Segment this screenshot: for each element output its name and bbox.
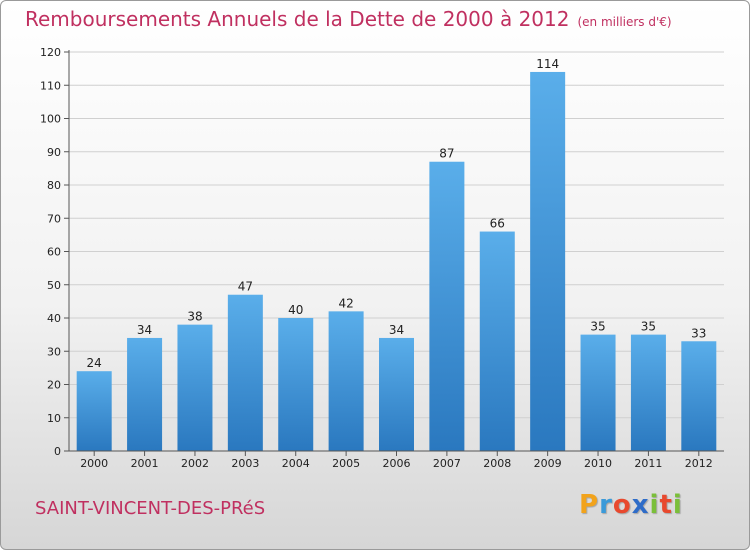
value-label: 35 — [641, 320, 656, 334]
logo-letter: x — [631, 490, 650, 520]
y-tick-label: 10 — [47, 412, 61, 425]
value-label: 24 — [87, 356, 102, 370]
proxiti-logo: Proxiti — [579, 490, 683, 520]
logo-letter: i — [672, 490, 683, 520]
x-tick-label: 2006 — [383, 457, 411, 470]
y-tick-label: 100 — [40, 113, 61, 126]
x-tick-label: 2008 — [483, 457, 511, 470]
value-label: 87 — [439, 147, 454, 161]
bar — [630, 334, 666, 451]
bar — [429, 161, 465, 451]
value-label: 34 — [137, 323, 152, 337]
y-tick-label: 90 — [47, 146, 61, 159]
bar — [379, 337, 414, 451]
bar — [479, 231, 515, 451]
commune-name: SAINT-VINCENT-DES-PRéS — [35, 498, 266, 519]
x-tick-label: 2012 — [685, 457, 713, 470]
bar — [76, 371, 112, 451]
value-label: 66 — [490, 217, 505, 231]
labels: 0 10 20 30 40 50 60 70 80 90 100 110 120 24 2000 34 2001… — [40, 46, 713, 470]
value-label: 40 — [288, 303, 303, 317]
y-tick-label: 60 — [47, 246, 61, 259]
axes — [64, 50, 724, 456]
value-label: 33 — [691, 326, 706, 340]
x-tick-label: 2005 — [332, 457, 360, 470]
bar — [278, 318, 314, 451]
y-tick-label: 80 — [47, 179, 61, 192]
bar — [681, 341, 717, 451]
x-tick-label: 2000 — [80, 457, 108, 470]
x-tick-label: 2002 — [181, 457, 209, 470]
bar — [227, 294, 263, 451]
y-tick-label: 120 — [40, 46, 61, 59]
x-tick-label: 2010 — [584, 457, 612, 470]
value-label: 35 — [590, 320, 605, 334]
y-tick-label: 30 — [47, 345, 61, 358]
chart-title: Remboursements Annuels de la Dette de 20… — [25, 7, 672, 31]
logo-letter: t — [659, 490, 673, 520]
y-tick-label: 110 — [40, 79, 61, 92]
value-label: 42 — [338, 296, 353, 310]
logo-letter: r — [599, 490, 613, 520]
value-label: 47 — [238, 280, 253, 294]
y-tick-label: 0 — [54, 445, 61, 458]
value-label: 114 — [536, 57, 559, 71]
value-label: 38 — [187, 310, 202, 324]
logo-letter: o — [612, 490, 632, 520]
bar — [580, 334, 616, 451]
y-tick-label: 20 — [47, 379, 61, 392]
x-tick-label: 2007 — [433, 457, 461, 470]
bar — [530, 71, 566, 451]
x-tick-label: 2009 — [534, 457, 562, 470]
logo-letter: i — [649, 490, 660, 520]
y-tick-label: 70 — [47, 212, 61, 225]
x-tick-label: 2001 — [131, 457, 159, 470]
x-tick-label: 2011 — [634, 457, 662, 470]
value-label: 34 — [389, 323, 404, 337]
chart-title-text: Remboursements Annuels de la Dette de 20… — [25, 7, 570, 31]
x-tick-label: 2004 — [282, 457, 310, 470]
chart-unit: (en milliers d'€) — [577, 15, 672, 29]
y-tick-label: 50 — [47, 279, 61, 292]
bars — [76, 71, 717, 451]
bar — [177, 324, 213, 451]
y-tick-label: 40 — [47, 312, 61, 325]
bar — [328, 311, 364, 451]
logo-letter: P — [579, 490, 600, 520]
bar — [127, 337, 163, 451]
x-tick-label: 2003 — [231, 457, 259, 470]
